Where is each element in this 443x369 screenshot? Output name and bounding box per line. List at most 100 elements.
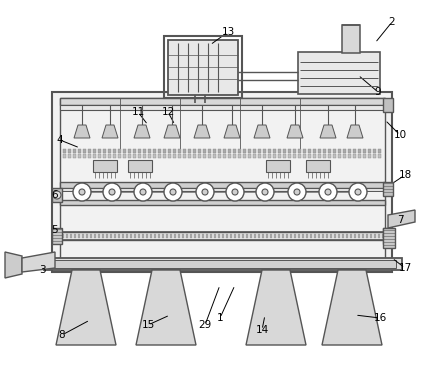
- Polygon shape: [322, 270, 382, 345]
- Bar: [298, 234, 300, 238]
- Bar: [122, 234, 124, 238]
- Bar: [173, 149, 176, 153]
- Circle shape: [109, 189, 115, 195]
- Polygon shape: [134, 125, 150, 138]
- Circle shape: [294, 189, 300, 195]
- Bar: [342, 234, 344, 238]
- Bar: [266, 234, 268, 238]
- Bar: [348, 149, 351, 153]
- Bar: [274, 234, 276, 238]
- Polygon shape: [102, 125, 118, 138]
- Polygon shape: [194, 125, 210, 138]
- Bar: [213, 154, 216, 158]
- Bar: [123, 154, 126, 158]
- Bar: [302, 234, 304, 238]
- Bar: [143, 154, 146, 158]
- Bar: [146, 234, 148, 238]
- Bar: [106, 234, 108, 238]
- Circle shape: [355, 189, 361, 195]
- Bar: [308, 149, 311, 153]
- Polygon shape: [320, 125, 336, 138]
- Bar: [186, 234, 188, 238]
- Bar: [128, 149, 131, 153]
- Bar: [52, 228, 62, 244]
- Circle shape: [73, 183, 91, 201]
- Bar: [223, 154, 226, 158]
- Bar: [250, 234, 252, 238]
- Bar: [168, 149, 171, 153]
- Circle shape: [262, 189, 268, 195]
- Polygon shape: [224, 125, 240, 138]
- Bar: [166, 234, 168, 238]
- Bar: [154, 234, 156, 238]
- Bar: [183, 154, 186, 158]
- Bar: [303, 149, 306, 153]
- Bar: [62, 234, 64, 238]
- Bar: [190, 234, 192, 238]
- Bar: [243, 149, 246, 153]
- Bar: [153, 149, 156, 153]
- Polygon shape: [136, 270, 196, 345]
- Bar: [163, 149, 166, 153]
- Circle shape: [164, 183, 182, 201]
- Bar: [83, 154, 86, 158]
- Bar: [343, 149, 346, 153]
- Bar: [243, 154, 246, 158]
- Text: 8: 8: [58, 330, 65, 340]
- Polygon shape: [5, 252, 22, 278]
- Bar: [286, 234, 288, 238]
- Bar: [188, 149, 191, 153]
- Bar: [288, 149, 291, 153]
- Bar: [342, 25, 360, 53]
- Bar: [73, 154, 76, 158]
- Bar: [60, 232, 385, 240]
- Bar: [298, 154, 301, 158]
- Bar: [198, 149, 201, 153]
- Bar: [248, 154, 251, 158]
- Bar: [278, 149, 281, 153]
- Bar: [83, 149, 86, 153]
- Circle shape: [202, 189, 208, 195]
- Bar: [383, 98, 393, 112]
- Circle shape: [196, 183, 214, 201]
- Bar: [268, 149, 271, 153]
- Bar: [123, 149, 126, 153]
- Bar: [338, 149, 341, 153]
- Text: 3: 3: [39, 265, 45, 275]
- Bar: [313, 149, 316, 153]
- Bar: [164, 36, 242, 98]
- Polygon shape: [287, 125, 303, 138]
- Bar: [254, 234, 256, 238]
- Bar: [93, 154, 96, 158]
- Bar: [118, 154, 121, 158]
- Bar: [246, 234, 248, 238]
- Bar: [170, 234, 172, 238]
- Bar: [310, 234, 312, 238]
- Bar: [223, 149, 226, 153]
- Bar: [78, 154, 81, 158]
- Bar: [108, 154, 111, 158]
- Circle shape: [170, 189, 176, 195]
- Circle shape: [232, 189, 238, 195]
- Bar: [233, 154, 236, 158]
- Bar: [330, 234, 332, 238]
- Bar: [194, 234, 196, 238]
- Bar: [362, 234, 364, 238]
- Bar: [263, 149, 266, 153]
- Bar: [368, 149, 371, 153]
- Text: 14: 14: [255, 325, 268, 335]
- Bar: [108, 149, 111, 153]
- Text: 12: 12: [161, 107, 175, 117]
- Bar: [90, 234, 92, 238]
- Bar: [366, 234, 368, 238]
- Bar: [103, 154, 106, 158]
- Bar: [363, 149, 366, 153]
- Bar: [374, 234, 376, 238]
- Bar: [273, 149, 276, 153]
- Polygon shape: [22, 252, 55, 272]
- Bar: [218, 234, 220, 238]
- Text: 16: 16: [373, 313, 387, 323]
- Bar: [88, 149, 91, 153]
- Polygon shape: [347, 125, 363, 138]
- Bar: [60, 105, 385, 110]
